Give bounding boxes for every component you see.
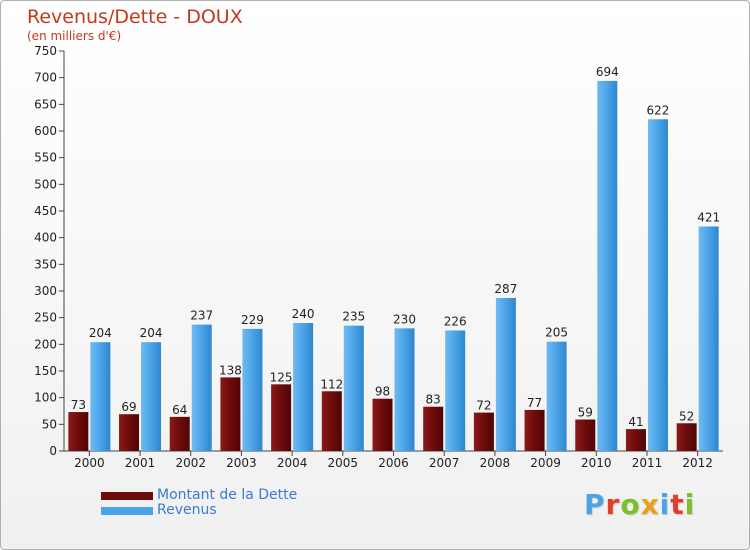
x-tick-label: 2010 (581, 456, 612, 470)
chart-title: Revenus/Dette - DOUX (27, 6, 243, 28)
x-tick-label: 2005 (328, 456, 359, 470)
data-label-revenus-2006: 230 (393, 312, 416, 326)
data-label-dette-2003: 138 (219, 363, 242, 377)
x-tick-label: 2001 (125, 456, 156, 470)
data-label-dette-2000: 73 (71, 398, 86, 412)
bar-revenus-2003 (242, 328, 263, 451)
proxiti-logo: Proxiti (584, 488, 696, 521)
data-label-dette-2001: 69 (121, 400, 136, 414)
data-label-dette-2011: 41 (628, 415, 643, 429)
bar-revenus-2006 (394, 328, 415, 451)
y-tick-label: 550 (34, 151, 57, 165)
bar-revenus-2009 (546, 341, 567, 451)
bar-dette-2005 (321, 391, 342, 451)
x-tick-label: 2000 (74, 456, 105, 470)
y-tick-label: 250 (34, 311, 57, 325)
bar-revenus-2001 (141, 342, 162, 451)
bar-revenus-2010 (597, 80, 618, 451)
data-label-dette-2004: 125 (270, 370, 293, 384)
x-tick-label: 2002 (175, 456, 206, 470)
x-tick-label: 2012 (682, 456, 713, 470)
y-axis: 0 50 100 150 200 250 300 350 400 450 500 550 600 650 7… (34, 44, 65, 458)
y-tick-label: 450 (34, 204, 57, 218)
bar-dette-2004 (271, 384, 292, 451)
data-label-revenus-2001: 204 (140, 326, 163, 340)
data-label-dette-2009: 77 (527, 396, 542, 410)
y-tick-label: 200 (34, 337, 57, 351)
bar-revenus-2008 (495, 297, 516, 451)
y-tick-label: 700 (34, 71, 57, 85)
data-label-revenus-2008: 287 (494, 282, 517, 296)
y-tick-label: 650 (34, 97, 57, 111)
y-tick-label: 100 (34, 391, 57, 405)
data-label-revenus-2010: 694 (596, 65, 619, 79)
data-label-dette-2002: 64 (172, 403, 187, 417)
bar-revenus-2000 (90, 342, 111, 451)
y-tick-label: 750 (34, 44, 57, 58)
y-tick-label: 0 (49, 444, 57, 458)
bar-revenus-2004 (293, 323, 314, 451)
data-label-revenus-2002: 237 (190, 309, 213, 323)
bar-dette-2012 (676, 423, 697, 451)
bar-revenus-2002 (191, 324, 212, 451)
x-tick-label: 2003 (226, 456, 257, 470)
data-label-dette-2008: 72 (476, 399, 491, 413)
y-tick-label: 500 (34, 177, 57, 191)
data-label-revenus-2012: 421 (697, 210, 720, 224)
bar-revenus-2005 (343, 325, 364, 451)
bar-dette-2011 (625, 429, 646, 451)
data-label-dette-2006: 98 (375, 385, 390, 399)
data-label-revenus-2005: 235 (342, 310, 365, 324)
bar-dette-2003 (220, 377, 241, 451)
data-label-revenus-2011: 622 (647, 103, 670, 117)
data-label-revenus-2007: 226 (444, 314, 467, 328)
data-label-revenus-2003: 229 (241, 313, 264, 327)
data-label-dette-2007: 83 (426, 393, 441, 407)
bar-revenus-2007 (445, 330, 466, 451)
y-tick-label: 150 (34, 364, 57, 378)
y-tick-label: 350 (34, 257, 57, 271)
bar-dette-2007 (423, 406, 444, 451)
legend-label-dette: Montant de la Dette (157, 487, 298, 503)
x-tick-label: 2004 (277, 456, 308, 470)
legend-label-revenus: Revenus (157, 502, 217, 518)
data-label-dette-2010: 59 (578, 406, 593, 420)
bar-dette-2010 (575, 419, 596, 451)
y-tick-label: 400 (34, 231, 57, 245)
bar-dette-2008 (473, 412, 494, 451)
bar-dette-2006 (372, 398, 393, 451)
legend-swatch-revenus (101, 507, 153, 515)
data-labels: 73 204 69 204 64 237 138 229 125 240 112 235 98 230 83… (71, 65, 720, 429)
bars (68, 80, 719, 452)
bar-dette-2001 (119, 414, 140, 451)
bar-revenus-2011 (647, 119, 668, 452)
bar-dette-2009 (524, 409, 545, 451)
data-label-dette-2012: 52 (679, 409, 694, 423)
x-tick-label: 2006 (378, 456, 409, 470)
bar-dette-2002 (169, 416, 190, 451)
data-label-dette-2005: 112 (320, 377, 343, 391)
y-tick-label: 600 (34, 124, 57, 138)
chart-subtitle: (en milliers d'€) (27, 29, 122, 43)
x-axis: 2000 2001 2002 2003 2004 2005 2006 2007 2008 2009… (64, 450, 723, 470)
bar-dette-2000 (68, 412, 89, 451)
data-label-revenus-2004: 240 (292, 307, 315, 321)
x-tick-label: 2009 (530, 456, 561, 470)
data-label-revenus-2009: 205 (545, 326, 568, 340)
data-label-revenus-2000: 204 (89, 326, 112, 340)
x-tick-label: 2007 (429, 456, 460, 470)
x-tick-label: 2011 (632, 456, 663, 470)
y-tick-label: 50 (42, 417, 57, 431)
x-tick-label: 2008 (480, 456, 511, 470)
bar-revenus-2012 (698, 226, 719, 451)
legend-swatch-dette (101, 492, 153, 500)
y-tick-label: 300 (34, 284, 57, 298)
